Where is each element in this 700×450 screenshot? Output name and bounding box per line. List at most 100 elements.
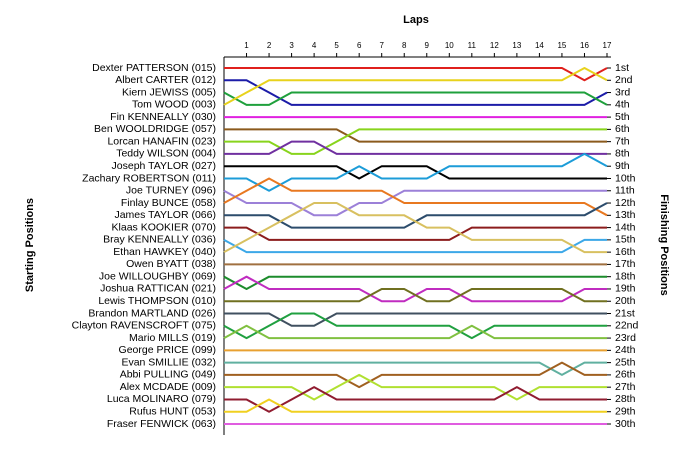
y2-tick-label: 18th [615, 270, 636, 282]
driver-label: Teddy WILSON (004) [116, 148, 216, 160]
position-line [224, 128, 607, 155]
position-line [224, 128, 607, 143]
x-tick-label: 2 [267, 41, 272, 50]
driver-label: Rufus HUNT (053) [129, 406, 216, 418]
x-tick-label: 17 [603, 41, 612, 50]
y2-tick-label: 29th [615, 406, 636, 418]
y2-tick-label: 15th [615, 234, 636, 246]
position-line [224, 312, 607, 327]
x-tick-label: 6 [357, 41, 362, 50]
driver-label: Joe WILLOUGHBY (069) [99, 270, 216, 282]
position-line [223, 312, 607, 340]
x-tick-label: 8 [402, 41, 407, 50]
position-line [224, 361, 607, 389]
y2-tick-label: 2nd [615, 74, 633, 86]
driver-label: Ethan HAWKEY (040) [113, 246, 216, 258]
driver-label: Bray KENNEALLY (036) [103, 234, 216, 246]
x-tick-label: 3 [289, 41, 294, 50]
y2-tick-label: 8th [615, 148, 630, 160]
position-line [224, 226, 607, 241]
driver-label: Joshua RATTICAN (021) [100, 283, 216, 295]
position-line [224, 165, 607, 180]
y2-tick-label: 19th [615, 283, 636, 295]
driver-label: Brandon MARTLAND (026) [88, 307, 216, 319]
y2-tick-label: 7th [615, 135, 630, 147]
driver-label: Abbi PULLING (049) [120, 369, 216, 381]
position-line [224, 152, 608, 192]
y2-tick-label: 20th [615, 295, 636, 307]
y2-axis-title: Finishing Positions [658, 194, 670, 295]
driver-label: Alex MCDADE (009) [120, 381, 216, 393]
x-tick-label: 11 [468, 41, 477, 50]
position-line [224, 386, 607, 413]
position-line [223, 275, 607, 290]
chart-title: Laps [403, 14, 429, 26]
driver-label: Clayton RAVENSCROFT (075) [72, 320, 216, 332]
position-line [224, 398, 607, 413]
y2-tick-label: 14th [615, 221, 636, 233]
y2-tick-label: 26th [615, 369, 636, 381]
driver-label: Fin KENNEALLY (030) [110, 111, 216, 123]
x-tick-label: 10 [445, 41, 454, 50]
y2-tick-label: 21st [615, 307, 635, 319]
y2-tick-label: 6th [615, 123, 630, 135]
position-line [223, 91, 608, 106]
position-line [224, 140, 607, 155]
driver-label: Evan SMILLIE (032) [121, 356, 216, 368]
x-tick-label: 5 [334, 41, 339, 50]
driver-label: Mario MILLS (019) [129, 332, 216, 344]
y2-tick-label: 9th [615, 160, 630, 172]
driver-label: Finlay BUNCE (058) [121, 197, 216, 209]
driver-label: Ben WOOLDRIDGE (057) [94, 123, 216, 135]
driver-label: George PRICE (099) [119, 344, 216, 356]
driver-label: Lorcan HANAFIN (023) [107, 135, 216, 147]
position-line [223, 67, 608, 106]
driver-label: Albert CARTER (012) [115, 74, 216, 86]
driver-label: Lewis THOMPSON (010) [98, 295, 216, 307]
position-line [223, 238, 607, 254]
driver-label: James TAYLOR (066) [114, 209, 216, 221]
position-line [224, 373, 607, 401]
y2-tick-label: 30th [615, 418, 636, 430]
position-line [223, 324, 607, 340]
y2-tick-label: 23rd [615, 332, 636, 344]
y2-tick-label: 17th [615, 258, 636, 270]
driver-label: Kiern JEWISS (005) [122, 86, 216, 98]
x-tick-label: 14 [535, 41, 544, 50]
y2-tick-label: 28th [615, 393, 636, 405]
y-axis-title: Starting Positions [24, 198, 36, 292]
y2-tick-label: 13th [615, 209, 636, 221]
y2-tick-label: 16th [615, 246, 636, 258]
x-tick-label: 16 [580, 41, 589, 50]
position-line [223, 202, 607, 254]
position-line [224, 79, 608, 106]
x-tick-label: 15 [557, 41, 566, 50]
driver-label: Tom WOOD (003) [132, 99, 216, 111]
x-tick-label: 1 [244, 41, 249, 50]
driver-label: Klaas KOOKIER (070) [112, 221, 216, 233]
position-line [224, 287, 607, 303]
x-tick-label: 13 [512, 41, 521, 50]
driver-label: Zachary ROBERTSON (011) [82, 172, 216, 184]
position-line [224, 67, 608, 82]
driver-label: Luca MOLINARO (079) [107, 393, 216, 405]
y2-tick-label: 24th [615, 344, 636, 356]
y2-tick-label: 22nd [615, 320, 639, 332]
y2-tick-label: 4th [615, 99, 630, 111]
x-tick-label: 9 [425, 41, 430, 50]
y2-tick-label: 12th [615, 197, 636, 209]
y2-tick-label: 25th [615, 356, 636, 368]
position-line [223, 189, 607, 217]
y2-tick-label: 3rd [615, 86, 630, 98]
driver-label: Fraser FENWICK (063) [107, 418, 216, 430]
x-tick-label: 4 [312, 41, 317, 50]
y2-tick-label: 27th [615, 381, 636, 393]
x-tick-label: 12 [490, 41, 499, 50]
y2-tick-label: 11th [615, 185, 635, 197]
driver-label: Joseph TAYLOR (027) [112, 160, 216, 172]
position-line [224, 202, 608, 229]
x-tick-label: 7 [379, 41, 384, 50]
y2-tick-label: 1st [615, 62, 629, 74]
position-line [224, 361, 607, 376]
